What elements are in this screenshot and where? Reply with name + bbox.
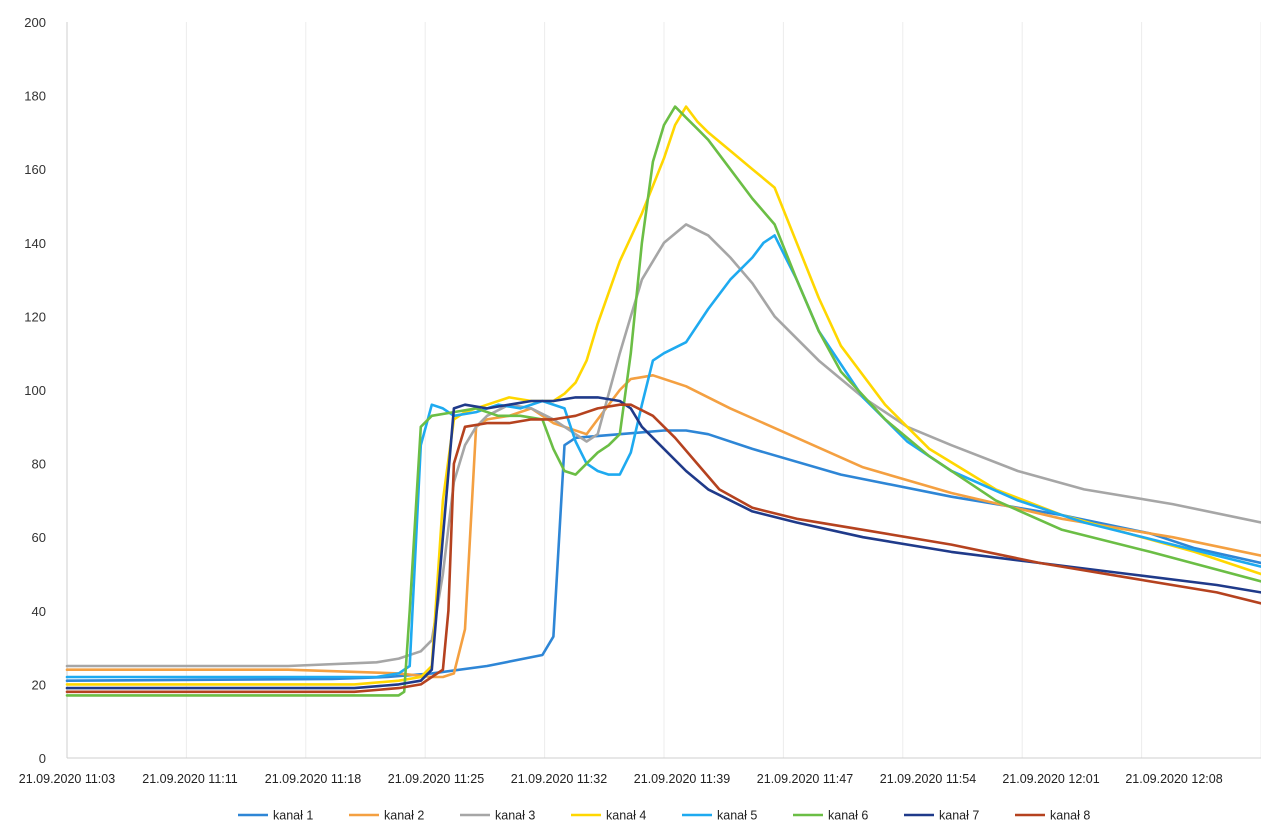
x-tick-label: 21.09.2020 11:11 (142, 772, 238, 786)
legend-label-4: kanał 4 (606, 809, 646, 823)
y-tick-label: 140 (24, 236, 46, 251)
legend-label-7: kanał 7 (939, 809, 979, 823)
legend-label-1: kanał 1 (273, 809, 313, 823)
y-tick-label: 40 (32, 604, 46, 619)
y-tick-label: 160 (24, 162, 46, 177)
x-tick-label: 21.09.2020 11:03 (19, 772, 115, 786)
x-tick-label: 21.09.2020 12:01 (1002, 772, 1099, 786)
axis-layer: 0 20 40 60 80 100 120 140 160 180 200 21.09.2020 11… (19, 15, 1261, 786)
y-tick-label: 20 (32, 677, 46, 692)
x-tick-label: 21.09.2020 12:08 (1125, 772, 1222, 786)
legend-label-8: kanał 8 (1050, 809, 1090, 823)
series-line-6 (65, 105, 1261, 697)
x-tick-label: 21.09.2020 11:32 (511, 772, 607, 786)
series-line-7 (65, 396, 1261, 690)
grid-layer (185, 22, 1261, 758)
y-tick-label: 200 (24, 15, 46, 30)
x-tick-label: 21.09.2020 11:25 (388, 772, 484, 786)
x-tick-label: 21.09.2020 11:39 (634, 772, 730, 786)
y-tick-label: 60 (32, 530, 46, 545)
series-line-8 (65, 403, 1261, 694)
y-tick-label: 120 (24, 309, 46, 324)
x-tick-label: 21.09.2020 11:47 (757, 772, 853, 786)
series-line-5 (65, 234, 1261, 679)
legend: kanał 1 kanał 2 kanał 3 kanał 4 kanał 5 kanał… (238, 809, 1090, 823)
y-tick-label: 0 (39, 751, 46, 766)
x-tick-label: 21.09.2020 11:18 (265, 772, 361, 786)
y-tick-label: 80 (32, 457, 46, 472)
legend-label-6: kanał 6 (828, 809, 868, 823)
y-tick-label: 180 (24, 89, 46, 104)
x-tick-label: 21.09.2020 11:54 (880, 772, 976, 786)
y-tick-label: 100 (24, 383, 46, 398)
legend-label-5: kanał 5 (717, 809, 757, 823)
legend-label-2: kanał 2 (384, 809, 424, 823)
series-layer (65, 105, 1261, 697)
legend-label-3: kanał 3 (495, 809, 535, 823)
